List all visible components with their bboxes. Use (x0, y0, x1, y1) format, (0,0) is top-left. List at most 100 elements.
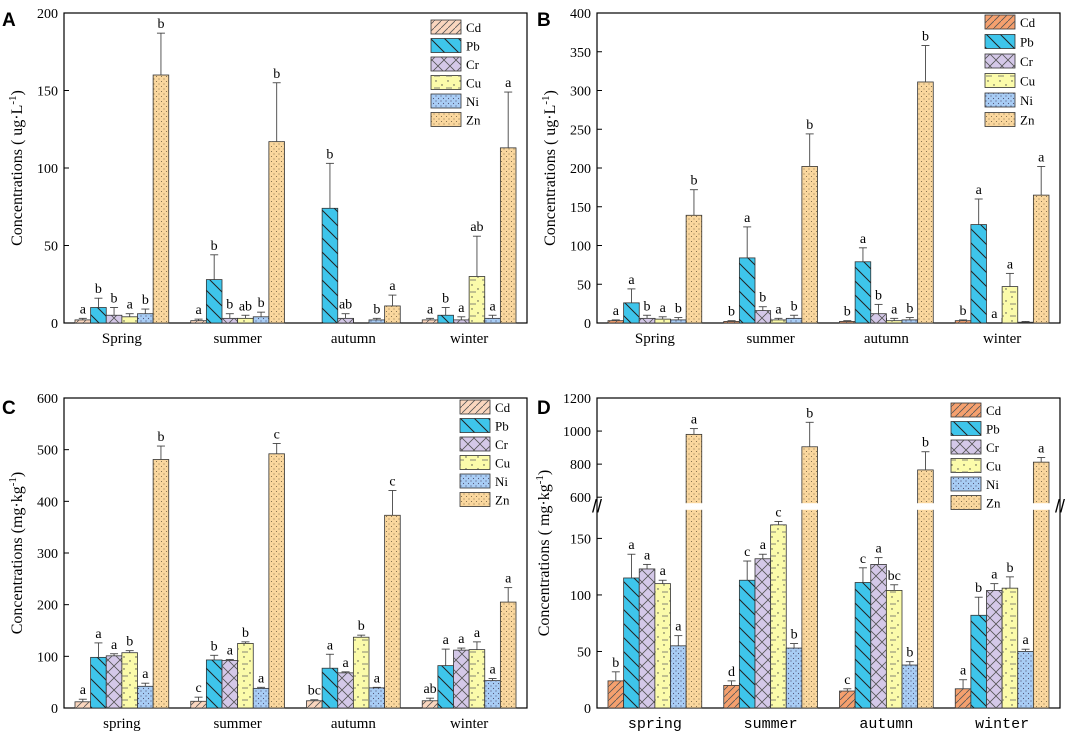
y-tick-label: 200 (37, 7, 58, 22)
significance-label: a (660, 564, 667, 579)
y-tick-label: 150 (570, 532, 591, 547)
panel-A: 0 50 100 150 200 Concentrations ( ug·L-1) Spri… (7, 7, 528, 347)
bar-hatch-Cd (955, 320, 971, 323)
bar-hatch-Cu (1002, 286, 1018, 323)
significance-label: b (273, 67, 280, 82)
significance-label: a (142, 667, 149, 682)
significance-label: b (806, 118, 813, 133)
legend-hatch-Cu (985, 73, 1015, 88)
bar-hatch-Cr (870, 313, 887, 323)
bar-hatch-Cd (422, 700, 438, 708)
significance-label: b (644, 299, 651, 314)
legend-label-Cd: Cd (495, 400, 511, 415)
bar-hatch-Cu (353, 637, 370, 708)
legend-label-Pb: Pb (986, 422, 1000, 437)
bar-hatch-Cu (121, 316, 138, 323)
bar-hatch-Cr (870, 564, 887, 708)
y-tick-label: 150 (570, 201, 591, 216)
bar-hatch-Cr (337, 318, 354, 323)
significance-label: b (759, 291, 766, 306)
y-tick-label: 200 (570, 162, 591, 177)
legend-label-Cd: Cd (1020, 15, 1036, 30)
significance-label: d (728, 665, 735, 680)
bar-hatch-Cd (74, 319, 91, 323)
bar-hatch-Ni (369, 319, 385, 323)
bar-hatch-Cr (639, 318, 655, 323)
y-tick-label: 600 (570, 491, 591, 506)
significance-label: a (991, 568, 998, 583)
significance-label: a (1038, 150, 1045, 165)
significance-label: ab (339, 298, 352, 313)
significance-label: b (373, 302, 380, 317)
legend-hatch-Zn (431, 112, 461, 127)
legend-label-Cd: Cd (466, 20, 482, 35)
bar-hatch-Cd (190, 701, 207, 708)
plot-frame (596, 397, 1061, 709)
legend-hatch-Cu (460, 455, 490, 470)
legend-label-Cu: Cu (495, 456, 511, 471)
significance-label: a (489, 663, 496, 678)
significance-label: c (195, 681, 201, 696)
legend-label-Cd: Cd (986, 403, 1002, 418)
significance-label: ab (423, 682, 436, 697)
bar-hatch-Cd (839, 691, 856, 708)
x-tick-label: winter (983, 331, 1021, 347)
significance-label: a (1022, 633, 1029, 648)
significance-label: b (1006, 561, 1013, 576)
bar-hatch-Zn (917, 469, 934, 708)
significance-label: c (775, 505, 781, 520)
bar-hatch-Zn (268, 141, 285, 323)
significance-label: b (844, 305, 851, 320)
legend-hatch-Zn (985, 112, 1015, 127)
bar-hatch-Ni (1017, 322, 1034, 323)
bar-hatch-Zn (268, 453, 285, 708)
significance-label: b (612, 656, 619, 671)
y-tick-label: 100 (570, 240, 591, 255)
significance-label: b (142, 293, 149, 308)
bar-hatch-Cu (654, 319, 671, 323)
bar-hatch-Pb (206, 279, 222, 323)
x-tick-label: summer (744, 716, 798, 732)
legend-hatch-Cd (951, 403, 981, 417)
significance-label: bc (308, 684, 321, 699)
panel-letter: A (2, 10, 16, 31)
significance-label: b (326, 147, 333, 162)
legend-hatch-Zn (951, 495, 981, 510)
significance-label: b (442, 292, 449, 307)
legend-label-Ni: Ni (466, 94, 479, 109)
y-tick-label: 600 (37, 392, 58, 407)
significance-label: b (675, 302, 682, 317)
significance-label: ab (239, 299, 252, 314)
significance-label: b (211, 639, 218, 654)
legend-label-Cr: Cr (986, 440, 1000, 455)
y-axis-label: Concentrations ( ug·L-1) (540, 90, 559, 246)
y-tick-label: 400 (570, 7, 591, 22)
significance-label: a (1007, 257, 1014, 272)
legend-hatch-Cd (985, 15, 1015, 29)
bar-hatch-Zn (384, 515, 401, 708)
bar-hatch-Pb (739, 257, 755, 323)
y-tick-label: 100 (37, 650, 58, 665)
significance-label: a (991, 307, 998, 322)
significance-label: ab (470, 220, 483, 235)
bar-hatch-Cu (654, 583, 671, 708)
y-tick-label: 100 (570, 589, 591, 604)
legend-label-Pb: Pb (466, 39, 480, 54)
significance-label: a (111, 638, 118, 653)
bar-hatch-Zn (801, 446, 818, 708)
significance-label: a (374, 671, 381, 686)
y-tick-label: 800 (570, 458, 591, 473)
x-tick-label: autumn (331, 331, 376, 347)
legend: Cd Pb Cr Cu Ni Zn (430, 19, 482, 128)
legend-hatch-Cu (951, 458, 981, 473)
bar-hatch-Cu (886, 590, 903, 708)
bar-hatch-Cd (74, 701, 91, 708)
legend-hatch-Cd (431, 20, 461, 34)
bar-hatch-Ni (253, 316, 269, 323)
significance-label: b (157, 430, 164, 445)
legend-label-Cr: Cr (495, 437, 509, 452)
y-tick-label: 50 (44, 240, 58, 255)
bar-hatch-Cu (770, 319, 787, 323)
bar-hatch-Ni (484, 680, 501, 708)
legend-label-Pb: Pb (495, 419, 509, 434)
